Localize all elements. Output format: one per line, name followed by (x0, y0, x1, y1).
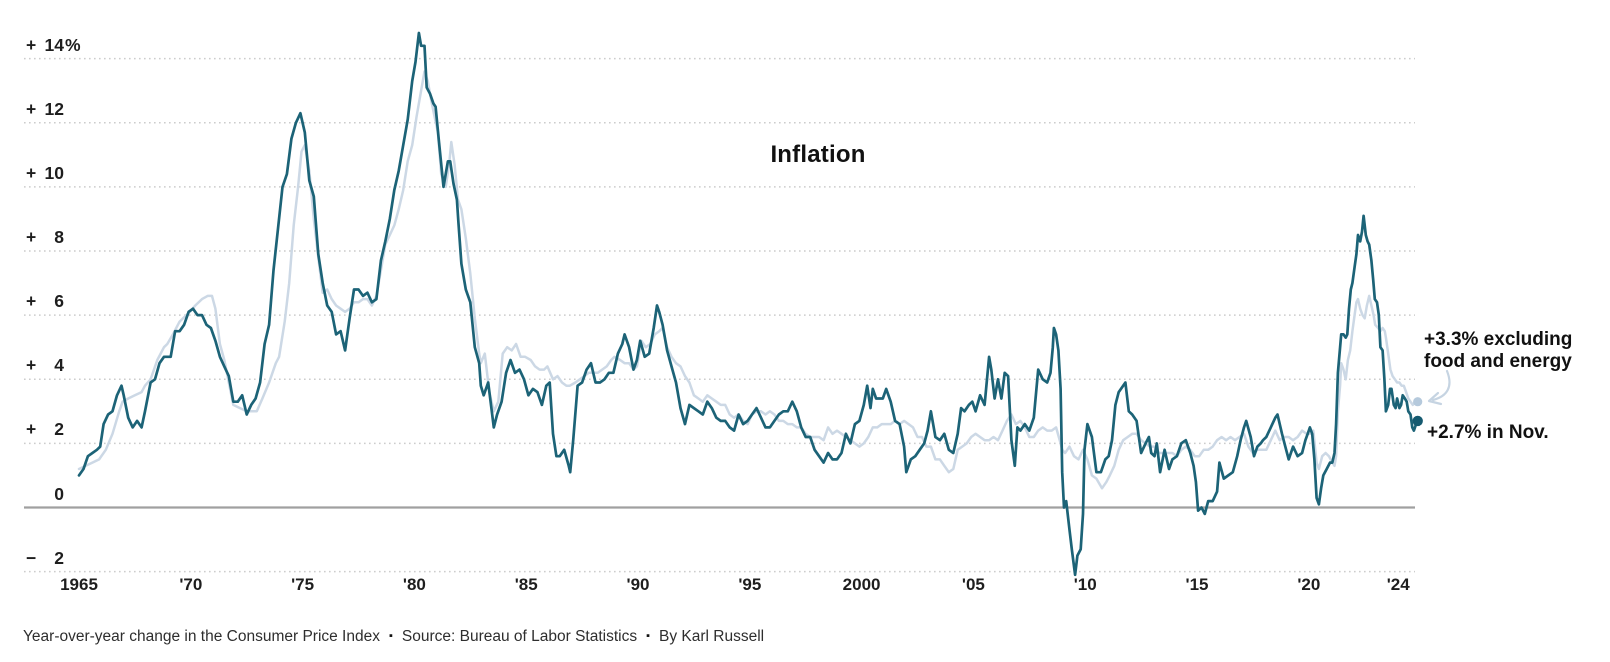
x-axis-label: '85 (514, 575, 538, 594)
x-axis-label: '05 (961, 575, 985, 594)
footer-note: Year-over-year change in the Consumer Pr… (23, 628, 380, 645)
x-axis-label: 1965 (60, 575, 98, 594)
x-axis-label: '90 (626, 575, 650, 594)
series-lines (77, 31, 1420, 577)
x-axis-label: '20 (1297, 575, 1321, 594)
y-axis-label: +14% (26, 34, 81, 55)
cpi-series-line (77, 31, 1420, 577)
x-axis-label: '10 (1073, 575, 1097, 594)
bullet-separator-icon: ▪ (388, 629, 393, 642)
x-axis-label: '70 (179, 575, 203, 594)
core-series-annotation: +3.3% excluding food and energy (1424, 329, 1573, 372)
annotation-arrow-icon (1427, 369, 1451, 406)
y-axis-label: −2 (26, 547, 64, 568)
x-axis-label: '24 (1386, 575, 1410, 594)
footer-byline: By Karl Russell (659, 628, 765, 645)
x-axis-label: '75 (291, 575, 315, 594)
y-axis-label: +2 (26, 419, 64, 440)
cpi-end-dot (1412, 415, 1423, 427)
headline-series-annotation: +2.7% in Nov. (1427, 422, 1549, 443)
bullet-separator-icon: ▪ (646, 629, 651, 642)
y-axis-label: +10 (26, 162, 64, 183)
core-end-dot (1413, 397, 1423, 407)
footer-source: Source: Bureau of Labor Statistics (401, 628, 638, 645)
y-axis-label: +8 (26, 227, 64, 248)
gridlines (24, 57, 1415, 573)
core-series-line (77, 70, 1419, 490)
chart-title: Inflation (770, 141, 866, 168)
x-axis-label: '15 (1185, 575, 1209, 594)
series-end-dots (1412, 397, 1423, 427)
y-axis-label: +12 (26, 98, 64, 119)
x-axis-label: '80 (402, 575, 426, 594)
footer-caption: Year-over-year change in the Consumer Pr… (23, 628, 764, 646)
y-axis-label: +6 (26, 291, 64, 312)
y-axis-label: 0 (54, 483, 64, 504)
y-axis-label: +4 (26, 355, 64, 376)
x-axis-label: '95 (738, 575, 762, 594)
x-axis-label: 2000 (842, 575, 881, 594)
